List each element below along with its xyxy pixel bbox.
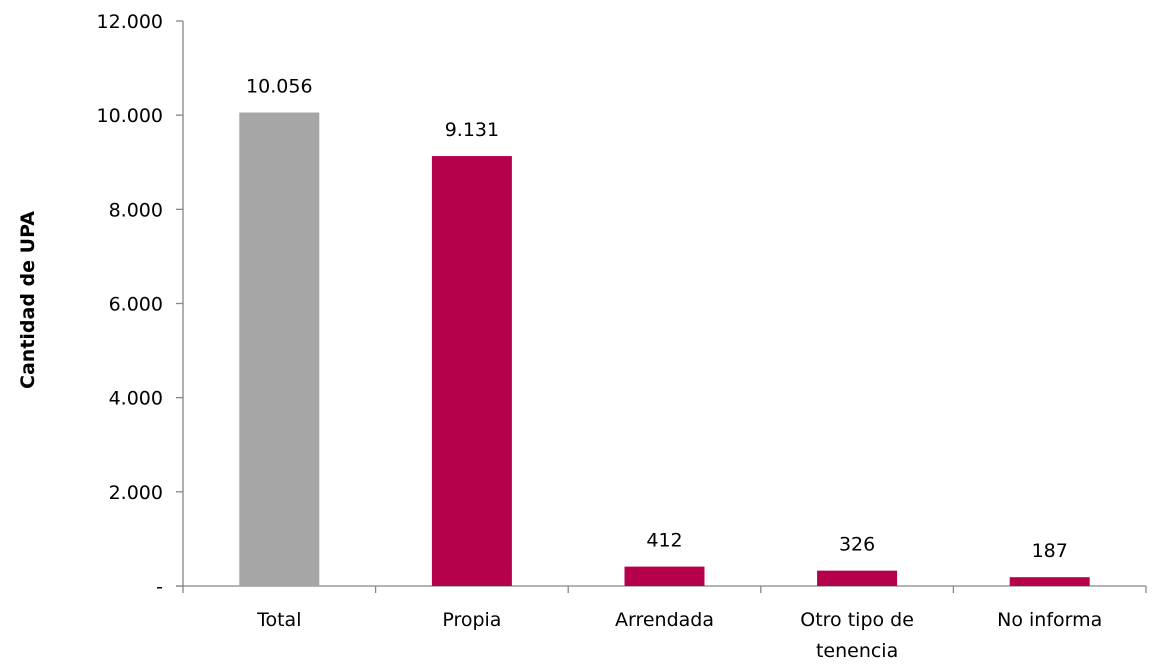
y-tick-label: 2.000 [109, 482, 163, 504]
category-label: Otro tipo de [800, 609, 914, 631]
data-label: 187 [1032, 540, 1068, 562]
y-tick-label: 12.000 [97, 11, 163, 33]
bar [817, 570, 898, 586]
category-label: No informa [997, 609, 1102, 631]
category-label: Arrendada [615, 609, 714, 631]
category-label: Propia [442, 609, 501, 631]
bar [431, 156, 512, 586]
data-label: 10.056 [246, 76, 312, 98]
category-label: tenencia [816, 640, 898, 662]
y-tick-label: - [156, 576, 163, 598]
bars [239, 112, 1090, 586]
axes [176, 20, 1147, 593]
data-label: 326 [839, 534, 875, 556]
y-tick-label: 10.000 [97, 105, 163, 127]
y-tick-label: 8.000 [109, 199, 163, 221]
bar [624, 566, 705, 586]
bar [1009, 577, 1090, 586]
y-axis-title: Cantidad de UPA [17, 211, 39, 389]
data-label: 9.131 [445, 119, 499, 141]
category-label: Total [256, 609, 301, 631]
labels: - 2.000 4.000 6.000 8.000 10.000 12.000 10.056 T… [97, 11, 1103, 662]
data-label: 412 [646, 530, 682, 552]
y-tick-label: 6.000 [109, 294, 163, 316]
bar [239, 112, 320, 586]
y-tick-label: 4.000 [109, 388, 163, 410]
